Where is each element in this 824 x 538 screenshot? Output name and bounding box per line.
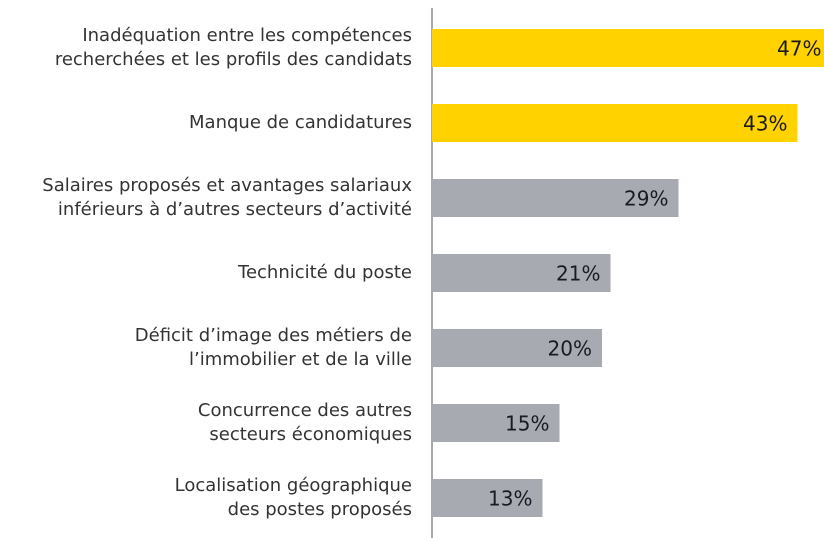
category-line: secteurs économiques	[209, 424, 412, 445]
bar	[432, 179, 679, 217]
category-line: recherchées et les profils des candidats	[55, 49, 412, 70]
category-line: Salaires proposés et avantages salariaux	[42, 175, 412, 196]
bar	[432, 104, 798, 142]
bar	[432, 404, 560, 442]
value-label: 21%	[556, 262, 600, 286]
value-label: 47%	[777, 37, 821, 61]
category-line: Inadéquation entre les compétences	[82, 25, 412, 46]
category-line: l’immobilier et de la ville	[189, 349, 412, 370]
category-line: des postes proposés	[228, 499, 412, 520]
category-line: Manque de candidatures	[189, 112, 412, 133]
category-line: inférieurs à d’autres secteurs d’activit…	[58, 199, 412, 220]
value-label: 13%	[488, 487, 532, 511]
bar	[432, 479, 543, 517]
value-label: 43%	[743, 112, 787, 136]
value-label: 29%	[624, 187, 668, 211]
category-label: Déficit d’image des métiers de l’immobili…	[135, 325, 412, 370]
value-label: 20%	[548, 337, 592, 361]
category-line: Concurrence des autres	[198, 400, 412, 421]
category-label: Localisation géographique des postes prop…	[175, 475, 412, 520]
category-line: Localisation géographique	[175, 475, 412, 496]
category-label: Manque de candidatures	[189, 112, 412, 133]
bar	[432, 329, 602, 367]
category-label: Concurrence des autres secteurs économiqu…	[198, 400, 412, 445]
category-label: Technicité du poste	[237, 262, 412, 283]
category-line: Déficit d’image des métiers de	[135, 325, 412, 346]
category-line: Technicité du poste	[237, 262, 412, 283]
bar	[432, 29, 824, 67]
value-label: 15%	[505, 412, 549, 436]
bar	[432, 254, 611, 292]
category-label: Inadéquation entre les compétences recher…	[55, 25, 412, 70]
category-label: Salaires proposés et avantages salariaux…	[42, 175, 412, 220]
